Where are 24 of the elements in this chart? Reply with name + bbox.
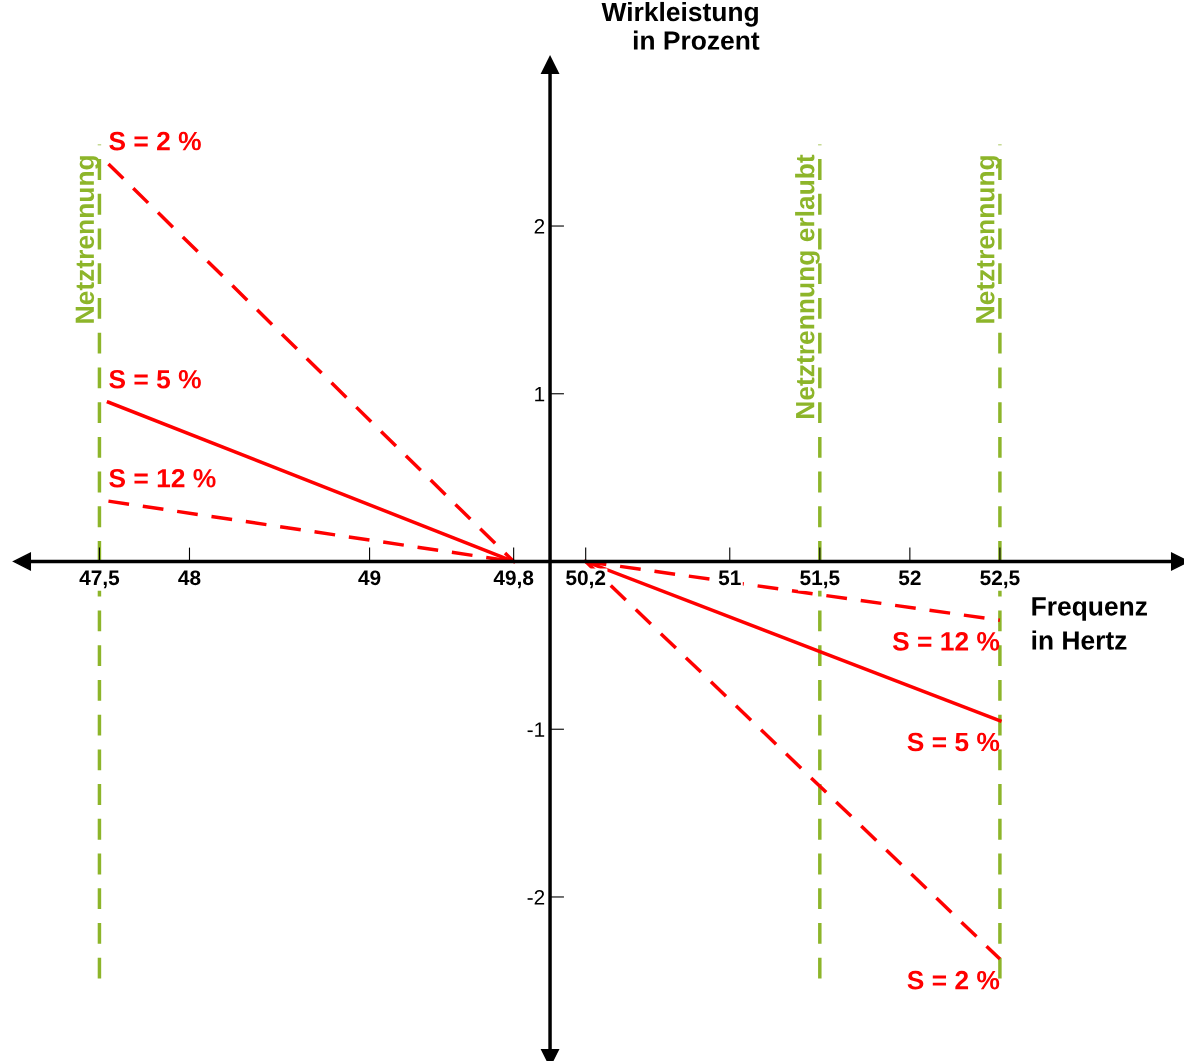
series-label: S = 5 % bbox=[907, 732, 1000, 752]
x-tick-label: 51,5 bbox=[800, 570, 840, 589]
x-tick-label: 47,5 bbox=[79, 570, 120, 589]
series-label: S = 2 % bbox=[907, 970, 1000, 990]
x-tick-label: 49 bbox=[358, 570, 381, 586]
series-label: S = 12 % bbox=[892, 632, 1000, 651]
x-tick-label: 52,5 bbox=[980, 570, 1020, 589]
ref-line-label: Netztrennung bbox=[75, 156, 100, 323]
x-tick-label: 51 bbox=[718, 570, 741, 586]
x-tick-label: 49,8 bbox=[493, 570, 534, 589]
x-tick-label: 48 bbox=[178, 570, 201, 586]
y-tick-label: 2 bbox=[534, 219, 545, 234]
ref-line-label: Netztrennung erlaubt bbox=[795, 154, 820, 418]
y-axis-title: Wirkleistung in Prozent bbox=[601, 1, 760, 50]
series-label: S = 2 % bbox=[109, 131, 201, 151]
ref-line-label: Netztrennung bbox=[976, 156, 1000, 323]
x-axis-title: Frequenz in Hertz bbox=[1032, 597, 1147, 650]
y-tick-label: 1 bbox=[535, 386, 545, 402]
y-tick-label: -1 bbox=[527, 722, 545, 737]
series-label: S = 12 % bbox=[109, 468, 216, 488]
x-tick-label: 50,2 bbox=[566, 570, 606, 589]
series-label: S = 5 % bbox=[109, 369, 201, 389]
x-tick-label: 52 bbox=[898, 570, 921, 586]
y-tick-label: -2 bbox=[527, 889, 545, 905]
